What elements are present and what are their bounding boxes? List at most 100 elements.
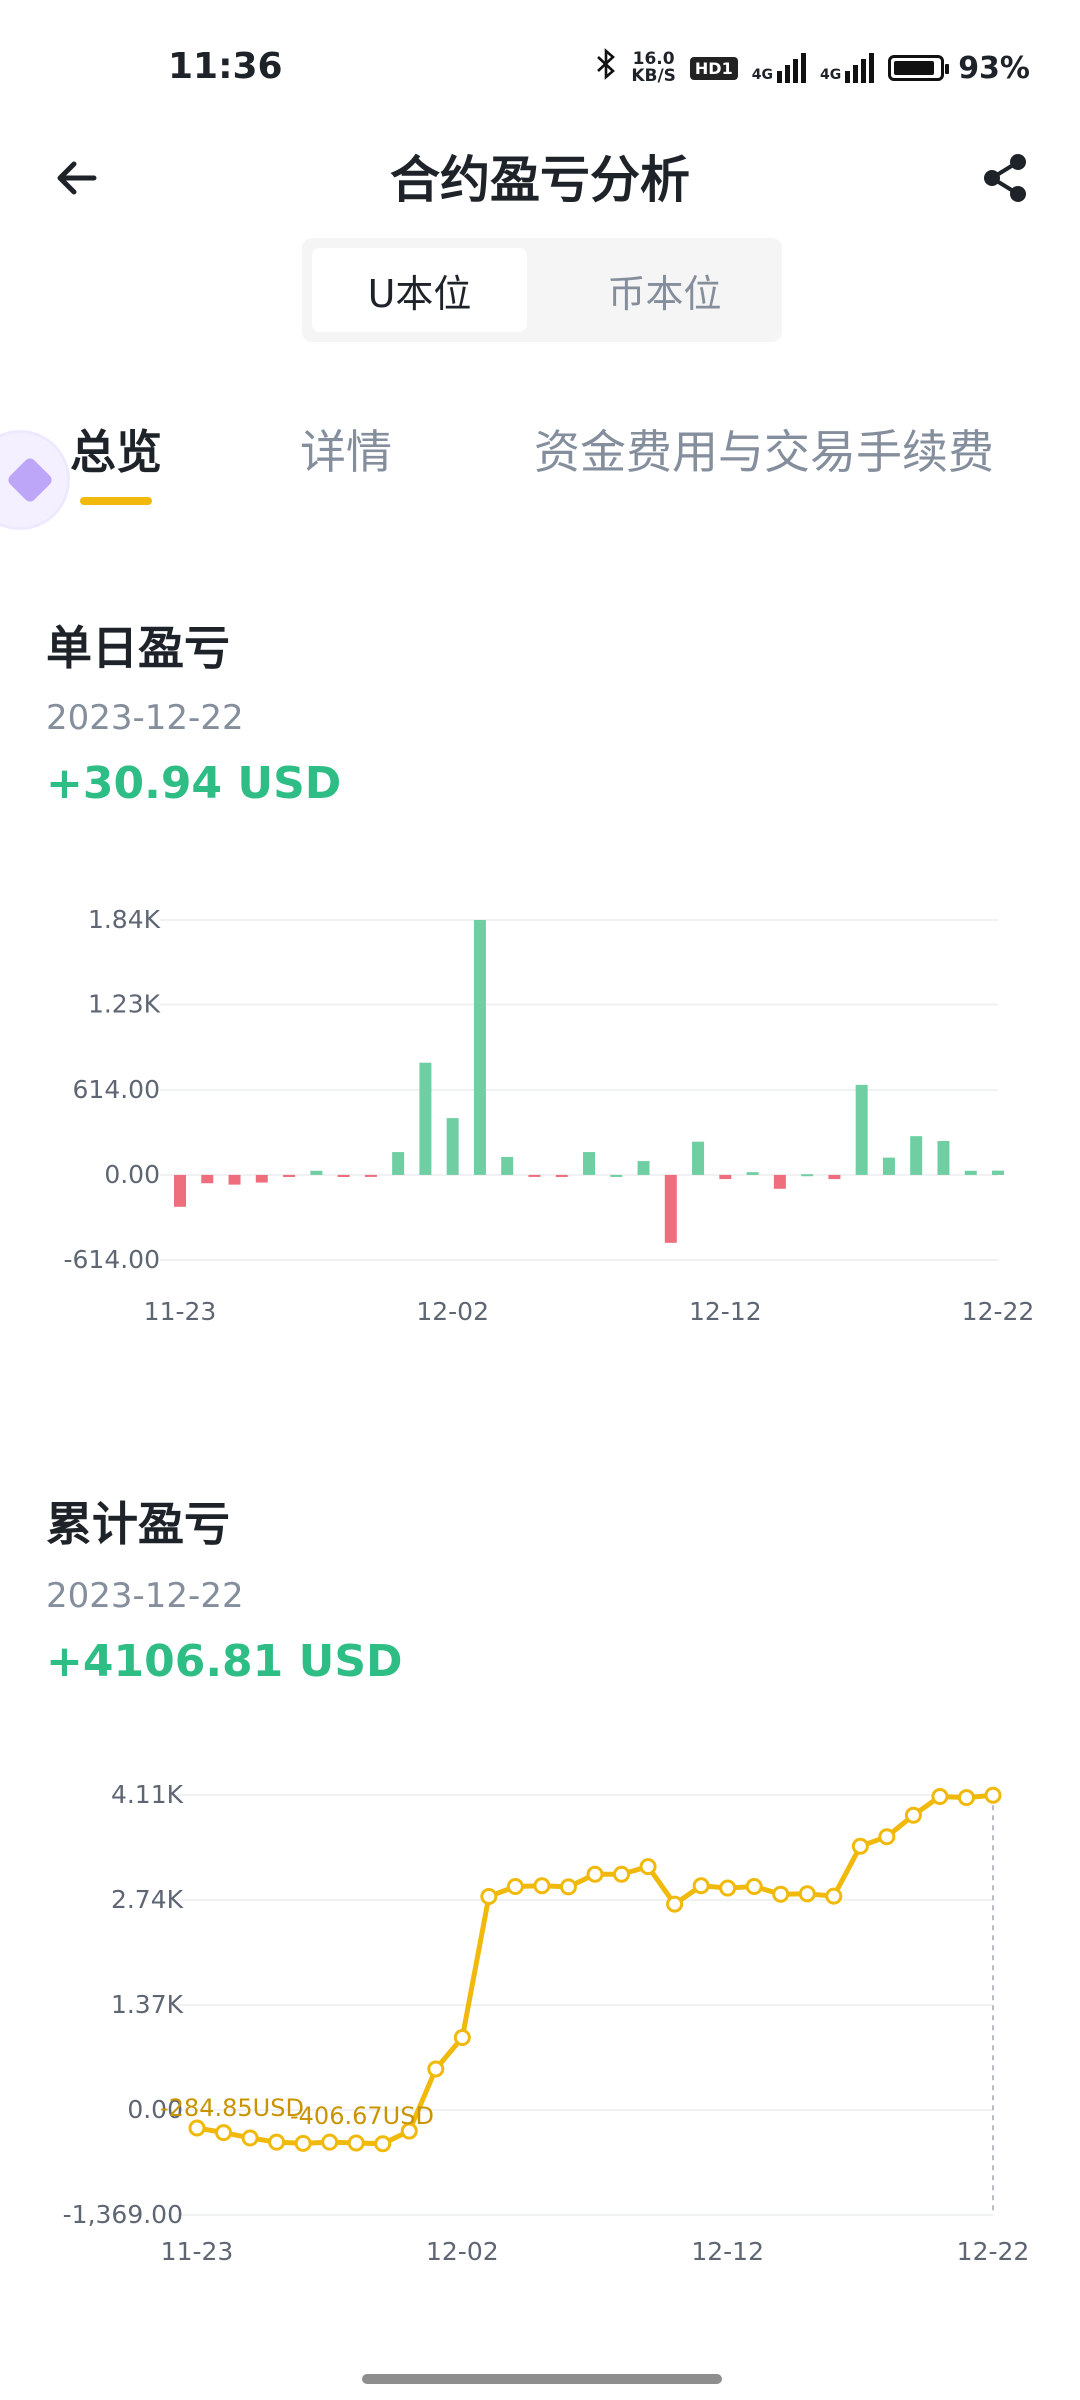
data-point bbox=[559, 1878, 577, 1896]
data-point bbox=[427, 2060, 445, 2078]
bar bbox=[719, 1174, 732, 1180]
data-point bbox=[798, 1885, 816, 1903]
floating-assistant-icon[interactable] bbox=[0, 430, 70, 530]
margin-type-toggle: U本位 币本位 bbox=[302, 238, 782, 342]
data-point bbox=[321, 2133, 339, 2151]
data-point bbox=[586, 1865, 604, 1883]
bar bbox=[937, 1140, 950, 1175]
bar bbox=[201, 1174, 214, 1184]
page-title: 合约盈亏分析 bbox=[390, 151, 690, 209]
status-time: 11:36 bbox=[168, 46, 283, 87]
bar bbox=[392, 1152, 405, 1175]
segment-usdt-margined[interactable]: U本位 bbox=[312, 248, 527, 332]
bar bbox=[664, 1174, 677, 1243]
data-point bbox=[188, 2119, 206, 2137]
bar bbox=[692, 1141, 705, 1175]
data-point bbox=[851, 1837, 869, 1855]
bar bbox=[255, 1174, 268, 1183]
bar bbox=[528, 1174, 541, 1177]
daily-pnl-title: 单日盈亏 bbox=[46, 621, 230, 675]
y-tick-label: -1,369.00 bbox=[63, 2200, 183, 2229]
tab-fees[interactable]: 资金费用与交易手续费 bbox=[534, 425, 994, 479]
arrow-left-icon bbox=[57, 161, 97, 195]
bar bbox=[801, 1174, 814, 1177]
data-point bbox=[268, 2133, 286, 2151]
cumulative-pnl-title: 累计盈亏 bbox=[46, 1497, 230, 1551]
signal-icon: 4G bbox=[752, 53, 806, 83]
data-point bbox=[878, 1828, 896, 1846]
back-button[interactable] bbox=[48, 148, 108, 208]
y-tick-label: 1.84K bbox=[88, 905, 161, 934]
y-tick-label: 4.11K bbox=[111, 1780, 184, 1809]
bar bbox=[473, 920, 486, 1175]
bar bbox=[992, 1170, 1004, 1175]
data-point bbox=[347, 2134, 365, 2152]
data-point bbox=[666, 1895, 684, 1913]
y-tick-label: 1.37K bbox=[111, 1990, 184, 2019]
cumulative-pnl-value: +4106.81 USD bbox=[46, 1636, 403, 1687]
daily-pnl-chart[interactable]: 1.84K 1.23K 614.00 0.00 -614.00 11-23 12-02 12-… bbox=[0, 880, 1080, 1404]
bar bbox=[337, 1174, 350, 1178]
bar bbox=[446, 1118, 459, 1175]
tab-active-indicator bbox=[80, 497, 152, 505]
y-tick-label: 614.00 bbox=[73, 1075, 160, 1104]
daily-pnl-date: 2023-12-22 bbox=[46, 698, 244, 738]
battery-percent: 93% bbox=[958, 50, 1030, 86]
data-point bbox=[957, 1789, 975, 1807]
bar bbox=[174, 1174, 186, 1207]
net-speed: 16.0 KB/S bbox=[631, 49, 676, 86]
series-line bbox=[196, 1792, 994, 2147]
cumulative-pnl-date: 2023-12-22 bbox=[46, 1576, 244, 1616]
bar bbox=[364, 1174, 377, 1177]
data-point bbox=[984, 1786, 1002, 1804]
y-tick-label: 1.23K bbox=[88, 990, 161, 1019]
tab-details[interactable]: 详情 bbox=[300, 425, 392, 479]
status-bar: 11:36 16.0 KB/S HD1 4G 4G 93% bbox=[0, 0, 1080, 130]
bar bbox=[746, 1172, 759, 1175]
data-point bbox=[241, 2129, 259, 2147]
y-tick-label: 0.00 bbox=[127, 2095, 183, 2124]
bar bbox=[501, 1156, 514, 1175]
signal-icon-2: 4G bbox=[820, 53, 875, 83]
data-point bbox=[533, 1877, 551, 1895]
bar bbox=[310, 1170, 323, 1175]
cumulative-pnl-chart[interactable]: 4.11K 2.74K 1.37K 0.00 -1,369.00 -284.85USD -4… bbox=[0, 1740, 1080, 2284]
share-button[interactable] bbox=[976, 148, 1036, 208]
data-point bbox=[719, 1879, 737, 1897]
hd-icon: HD1 bbox=[689, 56, 738, 80]
bar bbox=[419, 1062, 432, 1175]
x-tick-label: 11-23 bbox=[144, 1297, 217, 1326]
data-point bbox=[931, 1787, 949, 1805]
x-tick-label: 12-22 bbox=[962, 1297, 1035, 1326]
data-point bbox=[453, 2029, 471, 2047]
data-point bbox=[639, 1858, 657, 1876]
bar bbox=[828, 1174, 841, 1180]
x-tick-label: 12-02 bbox=[426, 2237, 499, 2266]
battery-icon bbox=[888, 55, 950, 81]
data-point bbox=[825, 1887, 843, 1905]
data-point bbox=[772, 1885, 790, 1903]
segment-coin-margined[interactable]: 币本位 bbox=[607, 271, 722, 316]
data-point bbox=[745, 1878, 763, 1896]
x-tick-label: 12-12 bbox=[689, 1297, 762, 1326]
data-point bbox=[294, 2134, 312, 2152]
bar bbox=[637, 1161, 650, 1175]
y-tick-label: 0.00 bbox=[104, 1160, 160, 1189]
data-point bbox=[374, 2135, 392, 2153]
tab-overview[interactable]: 总览 bbox=[70, 425, 162, 479]
share-icon bbox=[984, 154, 1026, 202]
data-point bbox=[215, 2124, 233, 2142]
status-icons: 16.0 KB/S HD1 4G 4G 93% bbox=[595, 48, 1030, 88]
bar bbox=[882, 1157, 895, 1175]
x-tick-label: 12-02 bbox=[416, 1297, 489, 1326]
y-tick-label: 2.74K bbox=[111, 1885, 184, 1914]
data-point bbox=[506, 1878, 524, 1896]
data-point bbox=[400, 2122, 418, 2140]
bar bbox=[855, 1084, 868, 1175]
home-indicator[interactable] bbox=[362, 2374, 722, 2384]
x-tick-label: 11-23 bbox=[161, 2237, 234, 2266]
data-point bbox=[904, 1806, 922, 1824]
annotation-label: -406.67USD bbox=[290, 2102, 434, 2130]
data-point bbox=[692, 1877, 710, 1895]
bar bbox=[910, 1136, 923, 1175]
